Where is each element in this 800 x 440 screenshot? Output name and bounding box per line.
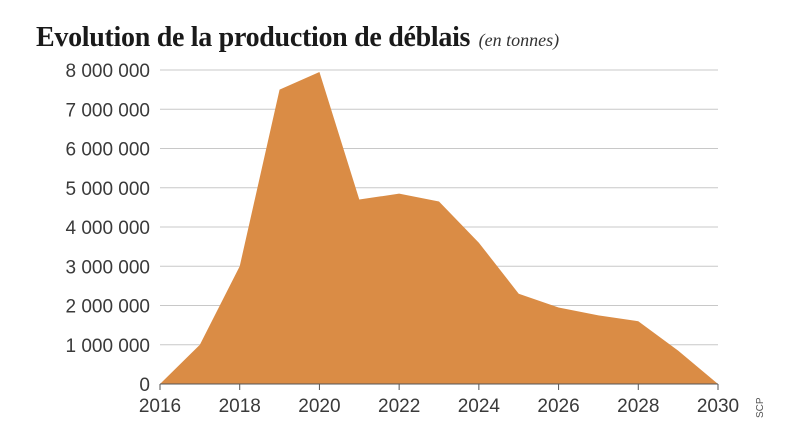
y-tick-label: 1 000 000 xyxy=(65,336,150,357)
y-tick-label: 8 000 000 xyxy=(65,61,150,82)
area-series xyxy=(160,71,718,385)
area-fill xyxy=(160,71,718,385)
x-tick-label: 2030 xyxy=(697,396,739,417)
y-axis-ticks: 0 1 000 000 2 000 000 3 000 000 4 000 000 5 0… xyxy=(65,61,150,396)
x-tick-label: 2024 xyxy=(458,396,501,417)
y-tick-label: 5 000 000 xyxy=(65,179,150,200)
y-tick-label: 6 000 000 xyxy=(65,140,150,161)
y-tick-label: 7 000 000 xyxy=(65,100,150,121)
x-tick-label: 2026 xyxy=(537,396,579,417)
chart-title-block: Evolution de la production de déblais (e… xyxy=(36,22,559,54)
x-axis-ticks: 2016 2018 2020 2022 2024 2026 2028 2030 xyxy=(139,384,739,417)
x-tick-label: 2016 xyxy=(139,396,181,417)
chart-subtitle: (en tonnes) xyxy=(478,30,560,50)
chart-title: Evolution de la production de déblais xyxy=(36,22,471,53)
x-tick-label: 2022 xyxy=(378,396,420,417)
x-tick-label: 2020 xyxy=(298,396,340,417)
y-tick-label: 2 000 000 xyxy=(65,297,150,318)
y-tick-label: 0 xyxy=(139,375,150,396)
source-credit: SCP xyxy=(755,397,766,418)
y-tick-label: 3 000 000 xyxy=(65,257,150,278)
y-tick-label: 4 000 000 xyxy=(65,218,150,239)
x-tick-label: 2028 xyxy=(617,396,659,417)
x-tick-label: 2018 xyxy=(219,396,261,417)
